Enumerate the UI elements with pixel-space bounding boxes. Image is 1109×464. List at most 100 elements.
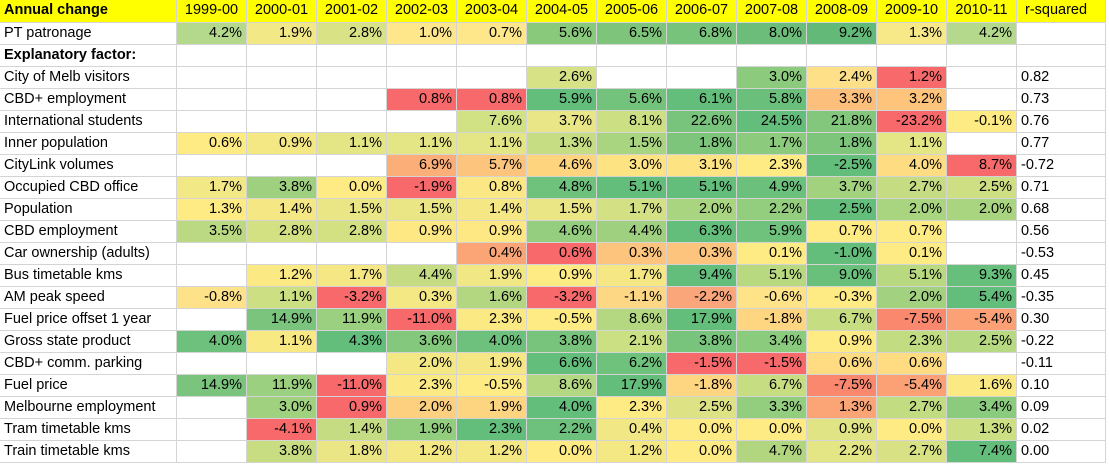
table-cell: 2.0% [387, 397, 457, 419]
table-title: Annual change [0, 0, 177, 23]
table-cell [387, 67, 457, 89]
table-cell: 1.5% [597, 133, 667, 155]
table-cell: -7.5% [807, 375, 877, 397]
table-cell: 0.7% [807, 221, 877, 243]
table-cell: 6.7% [737, 375, 807, 397]
table-cell: 3.6% [387, 331, 457, 353]
table-cell: 5.1% [737, 265, 807, 287]
table-cell: 22.6% [667, 111, 737, 133]
r-squared-cell: 0.82 [1017, 67, 1106, 89]
table-cell: -0.5% [457, 375, 527, 397]
table-cell: 1.1% [247, 331, 317, 353]
table-cell: 1.1% [457, 133, 527, 155]
patronage-cell: 9.2% [807, 23, 877, 45]
table-cell: 0.9% [457, 221, 527, 243]
table-cell: 17.9% [667, 309, 737, 331]
table-cell: -11.0% [387, 309, 457, 331]
table-cell: 1.5% [317, 199, 387, 221]
table-cell: 3.8% [247, 441, 317, 463]
table-cell [177, 67, 247, 89]
patronage-rsq-empty [1017, 23, 1106, 45]
table-cell: 3.8% [667, 331, 737, 353]
table-cell: -1.5% [667, 353, 737, 375]
factor-label: CBD+ employment [0, 89, 177, 111]
year-header: 2005-06 [597, 0, 667, 23]
table-cell: 0.3% [387, 287, 457, 309]
table-cell: 9.4% [667, 265, 737, 287]
table-cell: -0.8% [177, 287, 247, 309]
factor-label: Gross state product [0, 331, 177, 353]
table-cell: 11.9% [247, 375, 317, 397]
table-cell: -3.2% [527, 287, 597, 309]
table-cell: -23.2% [877, 111, 947, 133]
empty-cell [597, 45, 667, 67]
table-cell: 4.9% [737, 177, 807, 199]
r-squared-cell: -0.11 [1017, 353, 1106, 375]
table-cell: 2.8% [247, 221, 317, 243]
table-cell: 5.1% [877, 265, 947, 287]
table-cell: 0.9% [807, 419, 877, 441]
table-cell: 3.0% [247, 397, 317, 419]
table-cell [947, 133, 1017, 155]
table-cell: 1.3% [807, 397, 877, 419]
table-cell: 5.4% [947, 287, 1017, 309]
table-cell: 0.3% [667, 243, 737, 265]
table-cell [247, 353, 317, 375]
factor-label: International students [0, 111, 177, 133]
patronage-cell: 2.8% [317, 23, 387, 45]
table-cell: 5.1% [667, 177, 737, 199]
table-cell: 2.3% [737, 155, 807, 177]
table-cell: 2.0% [667, 199, 737, 221]
table-cell: 2.0% [877, 199, 947, 221]
table-cell: 9.3% [947, 265, 1017, 287]
table-cell: 4.8% [527, 177, 597, 199]
table-cell: 2.2% [737, 199, 807, 221]
table-cell [317, 111, 387, 133]
year-header: 2004-05 [527, 0, 597, 23]
table-cell: 0.1% [877, 243, 947, 265]
table-cell: -1.0% [807, 243, 877, 265]
table-cell: -7.5% [877, 309, 947, 331]
table-cell: -0.3% [807, 287, 877, 309]
table-cell: 0.0% [667, 419, 737, 441]
table-cell: 0.8% [457, 177, 527, 199]
table-cell: 2.8% [317, 221, 387, 243]
table-cell: 2.5% [667, 397, 737, 419]
year-header: 2003-04 [457, 0, 527, 23]
table-cell: 6.7% [807, 309, 877, 331]
table-cell: 6.2% [597, 353, 667, 375]
table-cell: 1.8% [667, 133, 737, 155]
table-cell: -2.5% [807, 155, 877, 177]
table-cell: 1.7% [597, 265, 667, 287]
patronage-cell: 4.2% [177, 23, 247, 45]
table-cell: 1.7% [317, 265, 387, 287]
r-squared-cell: 0.09 [1017, 397, 1106, 419]
table-cell: 2.7% [877, 177, 947, 199]
table-cell: 1.7% [737, 133, 807, 155]
year-header: 2006-07 [667, 0, 737, 23]
table-cell: 1.2% [247, 265, 317, 287]
table-cell: 2.3% [597, 397, 667, 419]
table-cell: 9.0% [807, 265, 877, 287]
table-cell: 14.9% [177, 375, 247, 397]
table-cell: 0.6% [877, 353, 947, 375]
r-squared-cell: -0.53 [1017, 243, 1106, 265]
table-cell: 4.0% [457, 331, 527, 353]
table-cell: 1.5% [527, 199, 597, 221]
empty-cell [247, 45, 317, 67]
patronage-label: PT patronage [0, 23, 177, 45]
table-cell: 2.4% [807, 67, 877, 89]
table-cell: -2.2% [667, 287, 737, 309]
table-cell: 4.6% [527, 155, 597, 177]
table-cell: 3.7% [807, 177, 877, 199]
table-cell: 1.1% [387, 133, 457, 155]
r-squared-cell: 0.73 [1017, 89, 1106, 111]
table-cell: 1.2% [387, 441, 457, 463]
r-squared-cell: 0.56 [1017, 221, 1106, 243]
table-cell [457, 67, 527, 89]
patronage-cell: 8.0% [737, 23, 807, 45]
table-cell: 2.0% [947, 199, 1017, 221]
year-header: 2002-03 [387, 0, 457, 23]
table-cell: 2.0% [387, 353, 457, 375]
table-cell: 5.9% [737, 221, 807, 243]
